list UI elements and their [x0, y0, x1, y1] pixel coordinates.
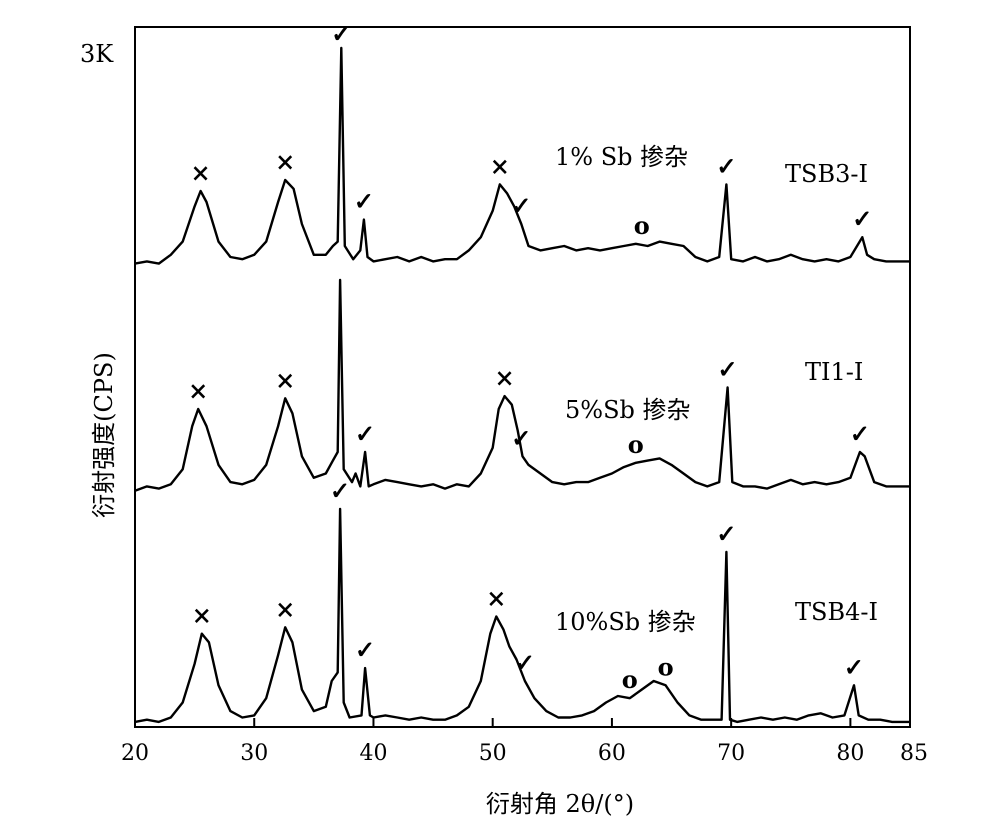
peak-marker: o — [658, 652, 674, 681]
series-layer — [134, 46, 910, 724]
series-1-label: 1% Sb 掺杂 — [555, 143, 688, 171]
y-scale-label: 3K — [80, 40, 114, 68]
series-3-label: 10%Sb 掺杂 — [555, 608, 696, 636]
x-tick-label: 60 — [598, 741, 626, 766]
series-line-2 — [134, 278, 910, 492]
peak-marker: ✓ — [716, 151, 736, 180]
peak-marker: × — [275, 147, 295, 176]
peak-marker: ✓ — [511, 191, 531, 220]
series-1-name: TSB3-Ⅰ — [785, 160, 868, 188]
peak-marker: ✓ — [716, 519, 736, 548]
peak-marker: × — [275, 594, 295, 623]
peak-marker: ✓ — [354, 187, 374, 216]
peak-marker: ✓ — [852, 204, 872, 233]
peak-marker: × — [486, 584, 506, 613]
x-tick-label: 85 — [900, 741, 928, 766]
peak-marker: × — [490, 151, 510, 180]
series-line-1 — [134, 46, 910, 265]
peak-markers: × ×✓✓×✓o✓✓× ×✓×✓ o✓✓× ×✓✓×✓o o✓✓ — [188, 19, 872, 694]
peak-marker: ✓ — [515, 648, 535, 677]
y-axis-label: 衍射强度(CPS) — [90, 352, 118, 518]
peak-marker: ✓ — [718, 355, 738, 384]
peak-marker: ✓ — [511, 423, 531, 452]
peak-marker: × — [192, 601, 212, 630]
x-tick-label: 40 — [359, 741, 387, 766]
peak-marker: × — [191, 158, 211, 187]
peak-marker: o — [628, 430, 644, 459]
x-tick-label: 70 — [717, 741, 745, 766]
peak-marker: ✓ — [355, 419, 375, 448]
peak-marker: o — [622, 665, 638, 694]
peak-marker: × — [275, 365, 295, 394]
peak-marker: ✓ — [331, 19, 351, 48]
peak-marker: ✓ — [850, 419, 870, 448]
series-3-name: TSB4-Ⅰ — [795, 598, 878, 626]
peak-marker: ✓ — [330, 476, 350, 505]
series-2-name: TI1-Ⅰ — [805, 358, 863, 386]
peak-marker: ✓ — [355, 635, 375, 664]
series-line-3 — [134, 507, 910, 724]
peak-marker: × — [188, 376, 208, 405]
x-tick-label: 30 — [240, 741, 268, 766]
x-axis: 20 30 40 50 60 70 80 85 — [121, 718, 928, 766]
x-tick-label: 20 — [121, 741, 149, 766]
peak-marker: o — [634, 211, 650, 240]
x-tick-label: 80 — [836, 741, 864, 766]
plot-frame — [134, 26, 911, 728]
series-2-label: 5%Sb 掺杂 — [565, 396, 691, 424]
x-tick-label: 50 — [479, 741, 507, 766]
peak-marker: ✓ — [844, 652, 864, 681]
peak-marker: × — [495, 363, 515, 392]
x-axis-label: 衍射角 2θ/(°) — [486, 790, 634, 818]
